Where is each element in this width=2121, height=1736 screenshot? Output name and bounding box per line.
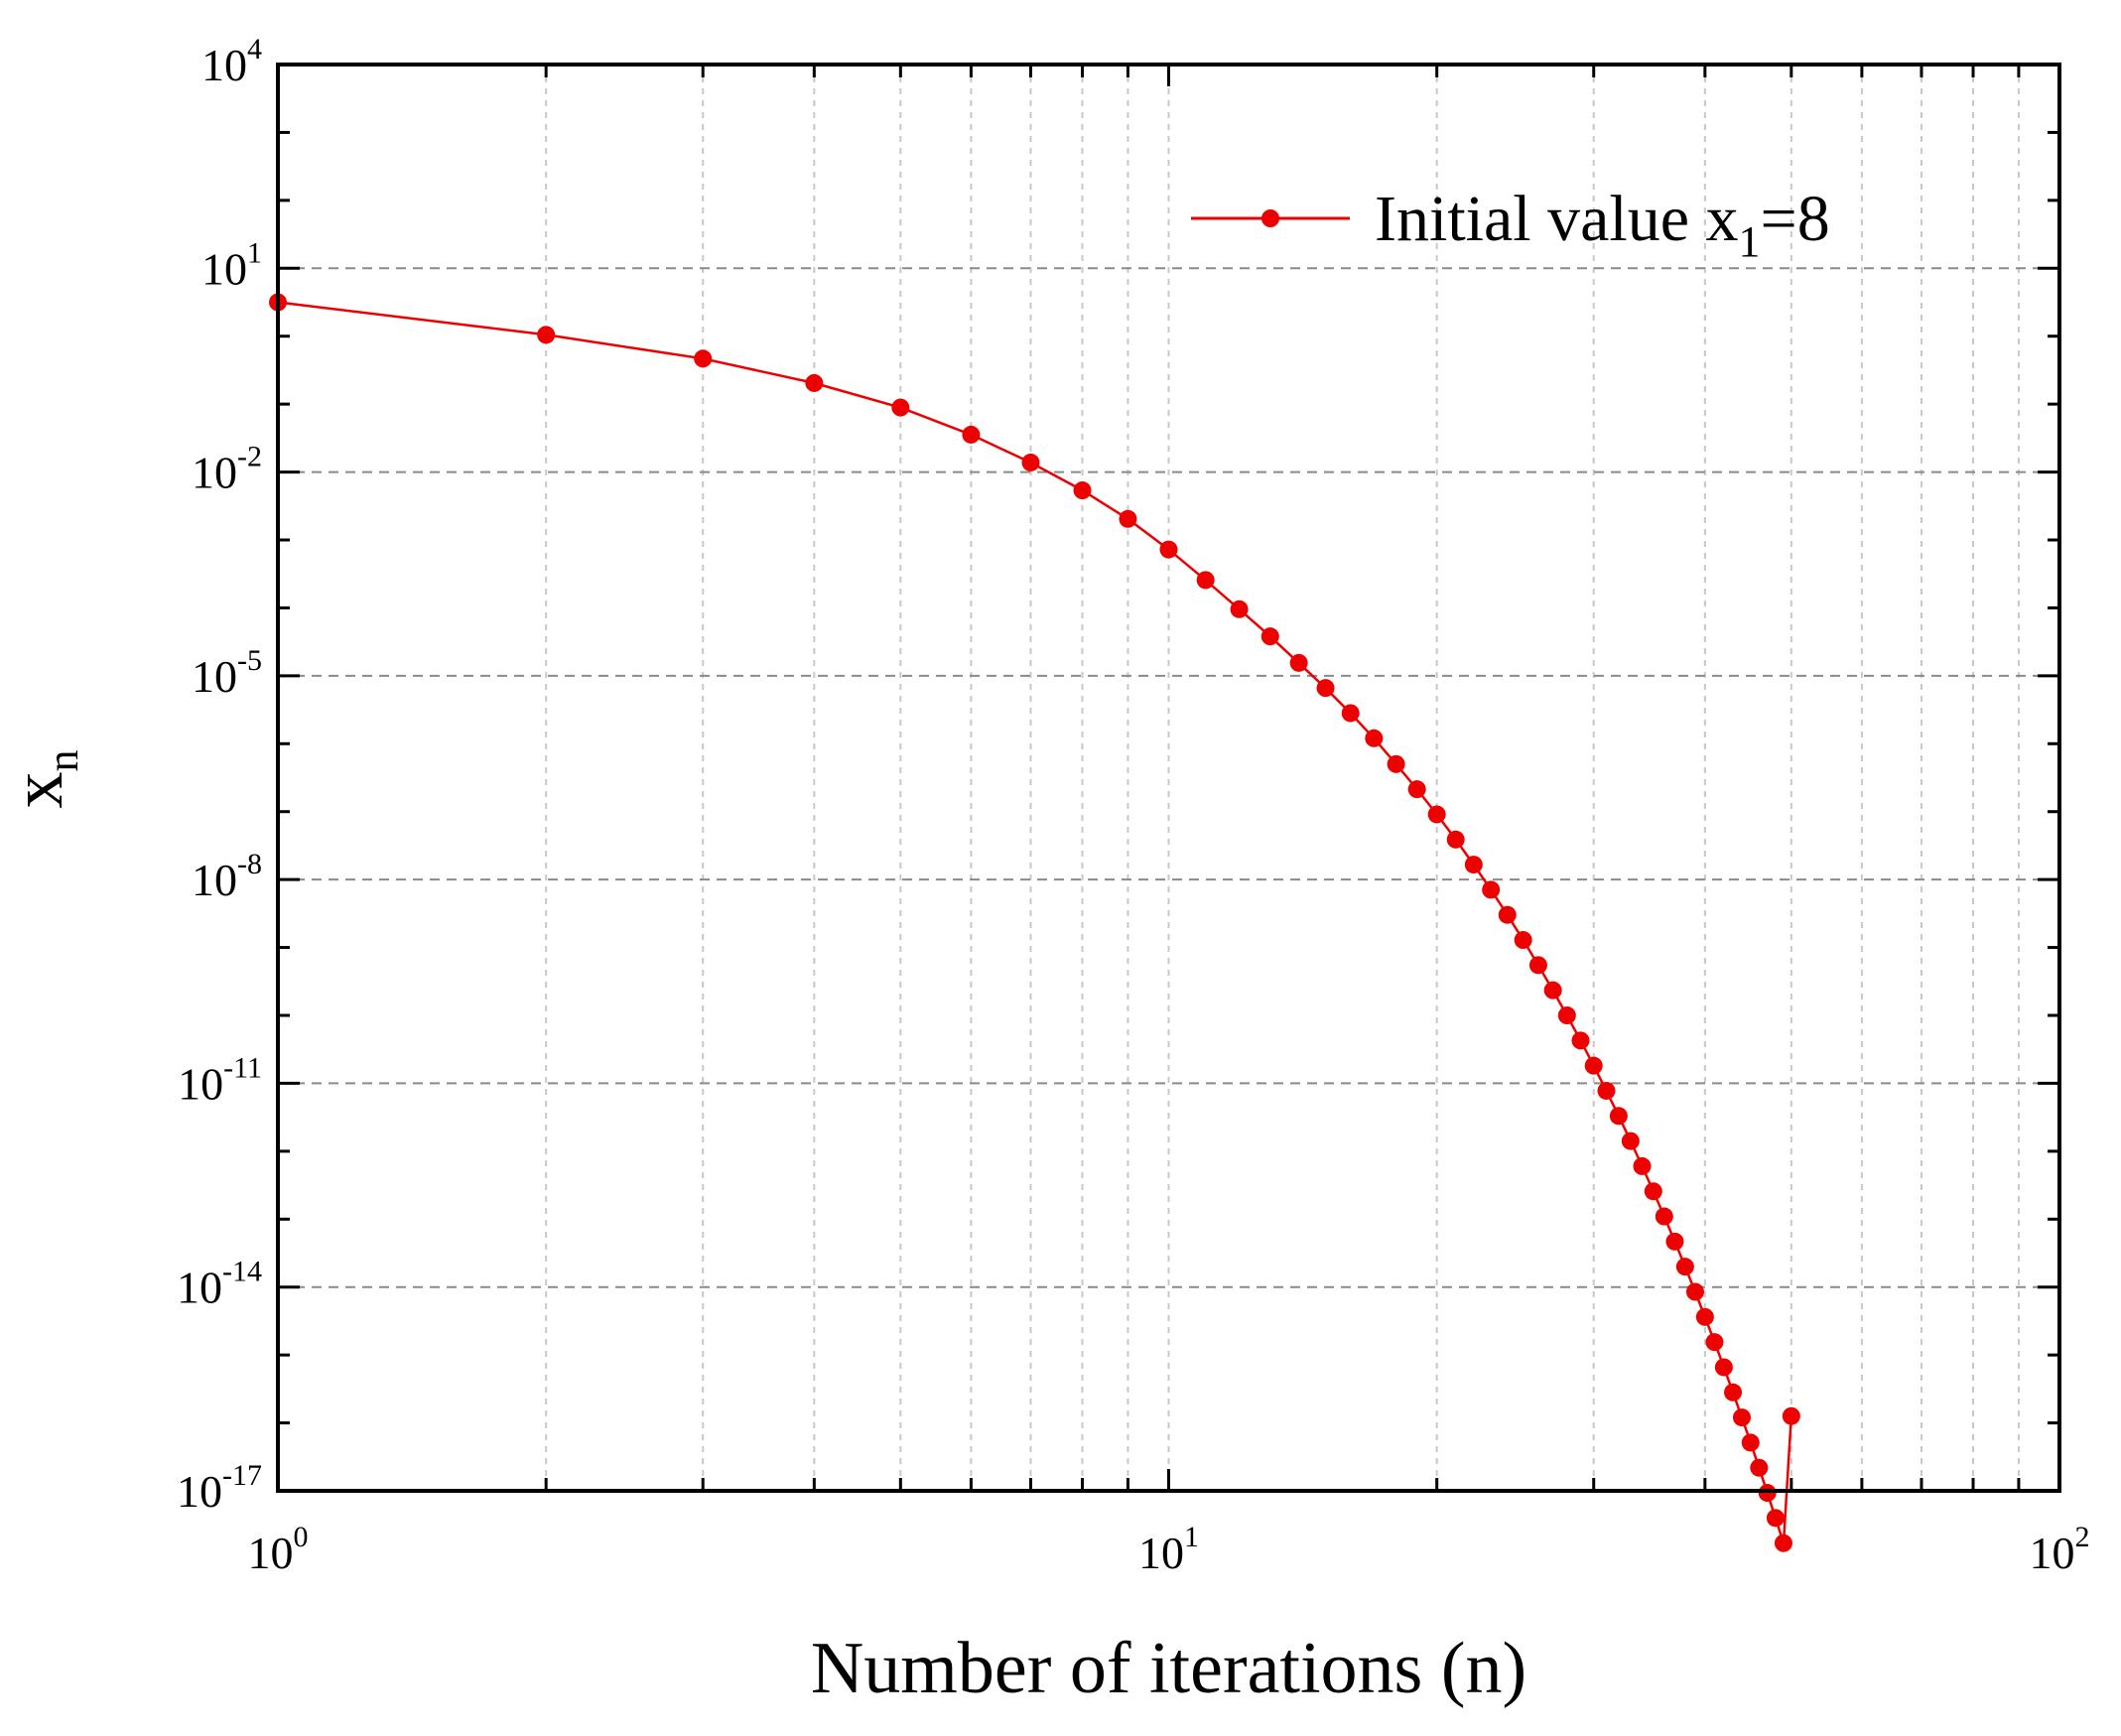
data-point [805, 373, 824, 392]
data-point [1196, 571, 1215, 590]
data-point [1695, 1307, 1714, 1326]
data-point [1714, 1358, 1733, 1377]
data-point [1446, 830, 1465, 849]
y-tick-label: 104 [201, 33, 262, 90]
y-tick-exp: -8 [237, 848, 262, 880]
series-line-0 [277, 301, 1793, 1544]
data-point [1407, 780, 1426, 799]
data-point [1289, 653, 1308, 672]
legend-label-post: =8 [1761, 183, 1830, 255]
y-tick-label: 10-11 [178, 1051, 262, 1109]
data-point [1427, 805, 1446, 824]
y-tick-label: 10-5 [192, 644, 262, 702]
legend-label-sub: 1 [1739, 217, 1761, 266]
data-point [1159, 540, 1178, 559]
data-point [962, 425, 981, 444]
data-point [1341, 704, 1360, 723]
y-tick-base: 10 [192, 448, 237, 498]
x-tick-exp: 1 [1184, 1521, 1199, 1553]
data-point [1758, 1484, 1777, 1503]
y-tick-label: 101 [201, 236, 262, 294]
data-point [1584, 1056, 1603, 1075]
y-tick-exp: -14 [222, 1256, 262, 1288]
legend-label-pre: Initial value x [1375, 183, 1739, 255]
data-point [891, 398, 910, 417]
data-point [1766, 1509, 1785, 1528]
y-axis-title-base: x [0, 772, 78, 809]
y-tick-base: 10 [201, 40, 247, 90]
data-point [1633, 1156, 1652, 1175]
y-tick-exp: 1 [247, 236, 262, 269]
data-point [1675, 1258, 1694, 1276]
y-axis-title-sub: n [39, 750, 87, 772]
data-point [1387, 754, 1405, 773]
data-point [1528, 956, 1547, 975]
y-tick-base: 10 [177, 1263, 222, 1313]
x-tick-label: 102 [2030, 1521, 2090, 1578]
data-point [1665, 1232, 1684, 1251]
data-point [1644, 1182, 1662, 1201]
y-tick-exp: -5 [237, 644, 262, 677]
axes-layer: 100 101 10210410110-210-510-810-1110-1410-… [0, 33, 2090, 1709]
data-point [1260, 627, 1279, 646]
y-tick-base: 10 [192, 651, 237, 702]
x-tick-base: 10 [248, 1528, 294, 1578]
y-tick-base: 10 [201, 243, 247, 294]
y-tick-label: 10-17 [177, 1459, 262, 1517]
y-tick-label: 10-14 [177, 1256, 262, 1313]
x-tick-label: 101 [1138, 1521, 1199, 1578]
data-point [1365, 729, 1384, 747]
data-point [1119, 509, 1137, 528]
data-point [1597, 1081, 1616, 1100]
legend-marker-0 [1261, 209, 1279, 227]
grid-layer [278, 65, 2059, 1491]
data-point [1750, 1458, 1769, 1477]
x-tick-base: 10 [2030, 1528, 2075, 1578]
data-point [1705, 1333, 1724, 1352]
y-tick-label: 10-2 [192, 441, 262, 498]
plot-frame [276, 63, 2061, 1493]
legend: Initial value x1=8 [1191, 183, 1830, 266]
series-layer [269, 293, 1800, 1552]
y-tick-base: 10 [192, 855, 237, 905]
y-tick-exp: 4 [247, 33, 262, 66]
data-point [1724, 1383, 1743, 1402]
x-tick-base: 10 [1138, 1528, 1184, 1578]
data-point [1464, 856, 1483, 874]
data-point [1482, 880, 1501, 899]
data-point [1621, 1132, 1640, 1150]
data-point [1741, 1433, 1760, 1452]
data-point [1073, 481, 1092, 500]
data-point [694, 349, 713, 368]
data-point [537, 326, 556, 344]
data-point [1021, 453, 1040, 471]
data-point [1732, 1408, 1751, 1427]
y-axis-title: xn [0, 750, 87, 809]
data-point [1543, 981, 1562, 1000]
data-point [1230, 600, 1249, 618]
data-point [1685, 1282, 1704, 1301]
data-point [1514, 931, 1532, 950]
x-tick-exp: 2 [2075, 1521, 2090, 1553]
data-point [1609, 1107, 1628, 1126]
data-point [1782, 1406, 1800, 1425]
x-axis-title: Number of iterations (n) [811, 1628, 1526, 1709]
data-point [1774, 1534, 1792, 1552]
x-tick-exp: 0 [294, 1521, 309, 1553]
legend-label-0: Initial value x1=8 [1375, 183, 1830, 266]
data-point [1498, 905, 1517, 924]
data-point [1571, 1031, 1590, 1050]
y-tick-base: 10 [177, 1466, 222, 1517]
y-tick-exp: -11 [223, 1051, 262, 1084]
x-tick-label: 100 [248, 1521, 309, 1578]
data-point [1557, 1006, 1576, 1024]
data-point [1655, 1207, 1673, 1226]
y-tick-base: 10 [178, 1058, 223, 1109]
y-tick-exp: -17 [222, 1459, 262, 1492]
data-point [1316, 679, 1335, 698]
y-tick-exp: -2 [237, 441, 262, 473]
y-tick-label: 10-8 [192, 848, 262, 905]
